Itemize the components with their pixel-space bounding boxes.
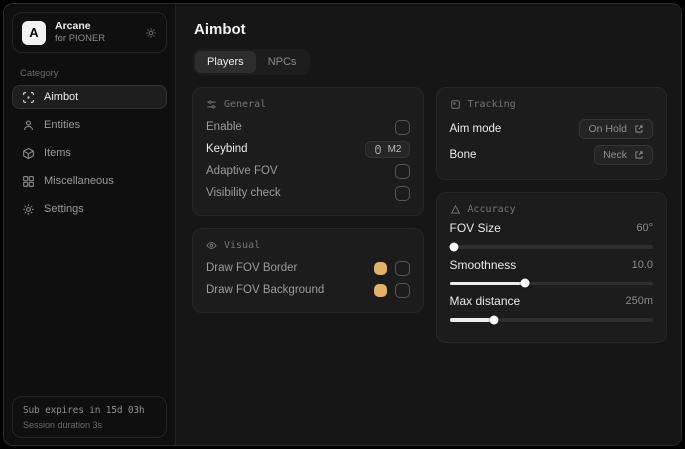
- box-icon: [22, 147, 35, 160]
- selected-value: On Hold: [588, 123, 627, 135]
- fov-background-checkbox[interactable]: [394, 282, 410, 298]
- setting-value: 10.0: [631, 258, 653, 271]
- keybind-value: M2: [387, 143, 402, 155]
- fov-background-color-swatch[interactable]: [373, 283, 387, 297]
- keybind-button[interactable]: M2: [364, 140, 410, 158]
- mouse-icon: [373, 144, 383, 155]
- target-frame-icon: [450, 99, 461, 110]
- smoothness-slider[interactable]: [449, 278, 653, 288]
- setting-row-fov-border: Draw FOV Border: [206, 257, 410, 279]
- max-distance-slider[interactable]: [449, 315, 653, 325]
- setting-row-aim-mode: Aim mode On Hold: [449, 116, 653, 142]
- fov-border-checkbox[interactable]: [394, 260, 410, 276]
- brand-logo: A: [22, 20, 46, 45]
- sidebar-item-entities[interactable]: Entities: [12, 113, 167, 137]
- triangle-icon: [450, 204, 461, 215]
- setting-label: FOV Size: [449, 221, 501, 235]
- setting-row-adaptive-fov: Adaptive FOV: [206, 160, 410, 182]
- setting-row-max-distance: Max distance 250m: [449, 294, 653, 325]
- fov-size-slider[interactable]: [449, 242, 653, 252]
- sidebar-nav: Aimbot Entities: [12, 85, 167, 221]
- setting-value: 250m: [625, 295, 653, 307]
- gear-icon: [22, 203, 35, 216]
- sidebar-item-label: Settings: [44, 203, 84, 215]
- setting-row-enable: Enable: [206, 116, 410, 138]
- panel-title: Accuracy: [467, 204, 516, 215]
- page-title: Aimbot: [194, 21, 246, 38]
- setting-row-smoothness: Smoothness 10.0: [449, 257, 653, 288]
- sidebar-item-miscellaneous[interactable]: Miscellaneous: [12, 169, 167, 193]
- setting-row-visibility-check: Visibility check: [206, 182, 410, 204]
- setting-label: Smoothness: [449, 257, 517, 272]
- general-panel: General Enable Keybind: [192, 87, 424, 216]
- setting-label: Max distance: [449, 294, 521, 308]
- sidebar-item-label: Entities: [44, 119, 81, 131]
- setting-row-fov-background: Draw FOV Background: [206, 279, 410, 301]
- expand-icon: [634, 124, 644, 134]
- setting-label: Visibility check: [206, 187, 281, 199]
- adaptive-fov-checkbox[interactable]: [394, 163, 410, 179]
- session-duration-text: Session duration 3s: [23, 420, 103, 430]
- sidebar-item-label: Aimbot: [44, 91, 79, 103]
- person-icon: [22, 119, 35, 132]
- brand-subtitle: for PIONER: [55, 33, 106, 45]
- setting-row-keybind: Keybind M2: [206, 138, 410, 160]
- setting-value: 60°: [636, 222, 653, 234]
- sidebar-item-label: Miscellaneous: [44, 175, 114, 187]
- eye-icon: [206, 240, 217, 251]
- tab-npcs[interactable]: NPCs: [267, 56, 297, 68]
- panel-title: Tracking: [467, 99, 516, 110]
- panel-title: General: [224, 99, 267, 110]
- setting-label: Draw FOV Border: [206, 262, 298, 274]
- setting-label: Bone: [449, 149, 477, 161]
- setting-label: Adaptive FOV: [206, 165, 278, 177]
- sub-expires-text: Sub expires in 15d 03h: [23, 405, 145, 416]
- setting-label: Enable: [206, 121, 242, 133]
- sidebar-item-items[interactable]: Items: [12, 141, 167, 165]
- main-content: Aimbot Players NPCs: [175, 4, 681, 445]
- grid-icon: [22, 175, 35, 188]
- target-tabs: Players NPCs: [193, 49, 311, 75]
- selected-value: Neck: [603, 149, 627, 161]
- gear-icon[interactable]: [145, 27, 157, 39]
- setting-label: Keybind: [206, 143, 248, 155]
- aim-mode-select[interactable]: On Hold: [579, 119, 653, 139]
- subscription-card: Sub expires in 15d 03h Session duration …: [12, 396, 167, 438]
- sidebar-item-label: Items: [44, 147, 71, 159]
- expand-icon: [634, 150, 644, 160]
- sidebar-item-settings[interactable]: Settings: [12, 197, 167, 221]
- sidebar-item-aimbot[interactable]: Aimbot: [12, 85, 167, 109]
- enable-checkbox[interactable]: [394, 119, 410, 135]
- visibility-check-checkbox[interactable]: [394, 185, 410, 201]
- setting-label: Aim mode: [449, 123, 502, 135]
- setting-row-fov-size: FOV Size 60°: [449, 221, 653, 252]
- bone-select[interactable]: Neck: [594, 145, 653, 165]
- panel-title: Visual: [224, 240, 261, 251]
- brand-card: A Arcane for PIONER: [12, 12, 167, 53]
- tab-players[interactable]: Players: [195, 51, 256, 73]
- sliders-icon: [206, 99, 217, 110]
- crosshair-icon: [22, 91, 35, 104]
- fov-border-color-swatch[interactable]: [373, 261, 387, 275]
- slider-thumb[interactable]: [520, 278, 530, 288]
- sidebar: A Arcane for PIONER Category: [4, 4, 175, 445]
- slider-thumb[interactable]: [449, 242, 459, 252]
- tracking-panel: Tracking Aim mode On Hold: [435, 87, 667, 180]
- category-label: Category: [20, 68, 59, 79]
- visual-panel: Visual Draw FOV Border Draw FOV Backgrou…: [192, 228, 424, 313]
- accuracy-panel: Accuracy FOV Size 60°: [435, 192, 667, 343]
- setting-label: Draw FOV Background: [206, 284, 325, 296]
- brand-name: Arcane: [55, 20, 91, 32]
- setting-row-bone: Bone Neck: [449, 142, 653, 168]
- slider-thumb[interactable]: [489, 315, 499, 325]
- app-window: A Arcane for PIONER Category: [3, 3, 682, 446]
